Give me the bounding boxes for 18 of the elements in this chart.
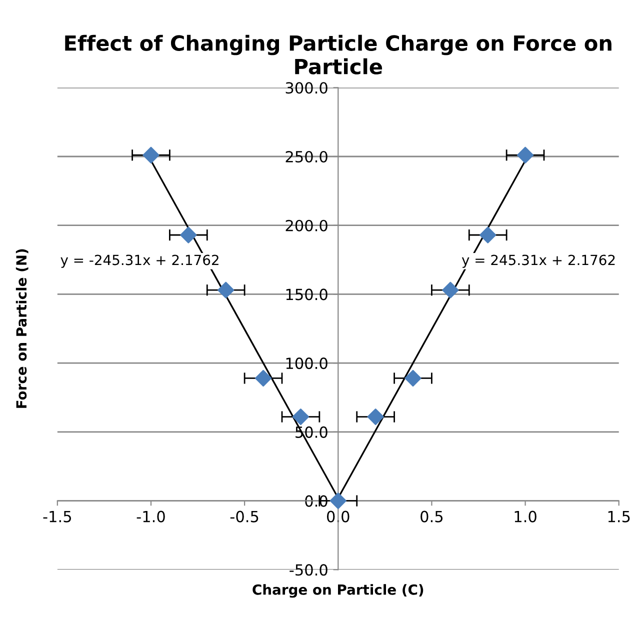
x-tick-label: 0.5 xyxy=(420,510,443,522)
x-tick-label: 1.5 xyxy=(608,510,630,522)
x-tick-label: -1.0 xyxy=(136,510,165,522)
y-tick-label: 250.0 xyxy=(286,150,328,163)
annotation: y = 245.31x + 2.1762 xyxy=(462,254,615,268)
x-tick-label: -1.5 xyxy=(43,510,71,522)
y-tick-label: 200.0 xyxy=(286,220,328,232)
y-tick-label: 100.0 xyxy=(286,358,328,370)
y-axis-title: Force on Particle (N) xyxy=(16,249,28,408)
x-axis-title: Charge on Particle (C) xyxy=(252,584,424,598)
y-tick-label: -50.0 xyxy=(290,564,328,576)
chart-title: Effect of Changing Particle Charge on Force on Particle xyxy=(65,34,612,74)
annotation: y = -245.31x + 2.1762 xyxy=(60,254,218,268)
y-tick-label: 300.0 xyxy=(286,82,328,94)
y-tick-label: 150.0 xyxy=(286,288,328,300)
x-tick-label: 1.0 xyxy=(514,510,536,522)
x-tick-label: 0.0 xyxy=(327,510,350,522)
x-tick-label: -0.5 xyxy=(230,510,258,522)
